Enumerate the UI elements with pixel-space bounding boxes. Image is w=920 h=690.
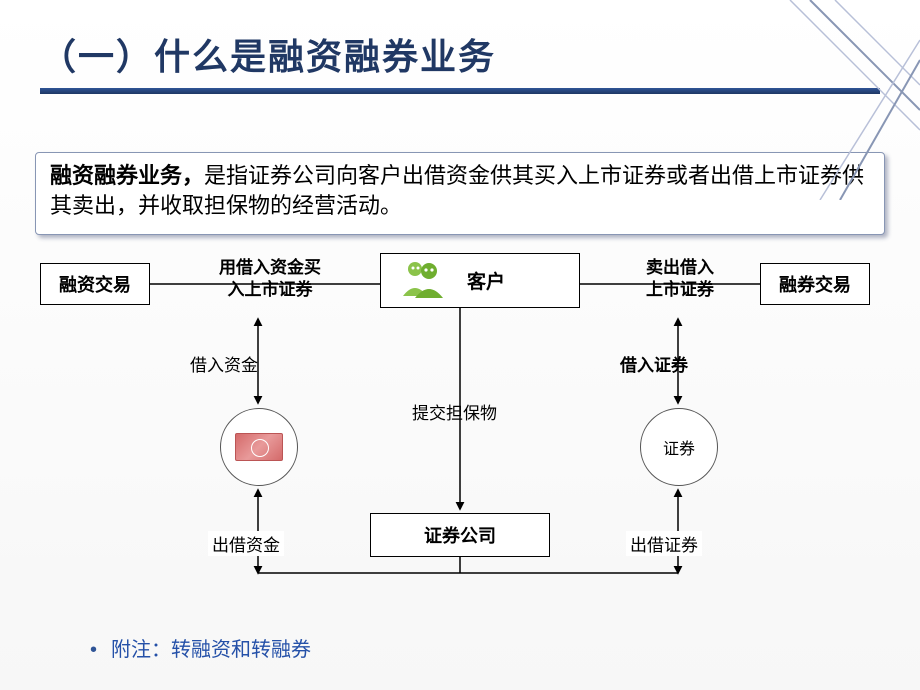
money-icon [235,433,283,461]
node-broker-label: 证券公司 [424,522,496,548]
label-lend-securities: 出借证券 [626,531,702,556]
flowchart-diagram: 融资交易 用借入资金买入上市证券 客户 卖出借入上市证券 融券交易 借入资金 借… [40,253,880,583]
title-area: （一）什么是融资融券业务 [0,0,920,102]
node-customer-label: 客户 [467,267,505,294]
node-financing-trade-label: 融资交易 [59,271,131,297]
node-customer: 客户 [380,253,580,308]
node-financing-trade: 融资交易 [40,263,150,305]
label-borrow-securities: 借入证券 [620,351,688,376]
node-securities-trade: 融券交易 [760,263,870,305]
node-securities-circle: 证券 [640,408,718,486]
slide-title: （一）什么是融资融券业务 [40,28,880,80]
label-provide-collateral: 提交担保物 [412,399,497,424]
label-borrow-cash: 借入资金 [190,351,258,376]
node-broker: 证券公司 [370,513,550,557]
label-lend-cash: 出借资金 [208,531,284,556]
definition-lead: 融资融券业务， [50,163,204,188]
label-sell-borrowed: 卖出借入上市证券 [620,257,740,300]
definition-box: 融资融券业务，是指证券公司向客户出借资金供其买入上市证券或者出借上市证券供其卖出… [35,152,885,235]
title-underline [40,88,880,94]
node-securities-circle-label: 证券 [663,435,695,459]
bullet-icon: • [90,639,97,661]
footnote-text: 附注：转融资和转融券 [111,639,311,661]
people-icon [399,258,445,303]
node-securities-trade-label: 融券交易 [779,271,851,297]
node-money-circle [220,408,298,486]
footnote: • 附注：转融资和转融券 [90,633,311,662]
label-buy-with-borrowed: 用借入资金买入上市证券 [190,257,350,300]
